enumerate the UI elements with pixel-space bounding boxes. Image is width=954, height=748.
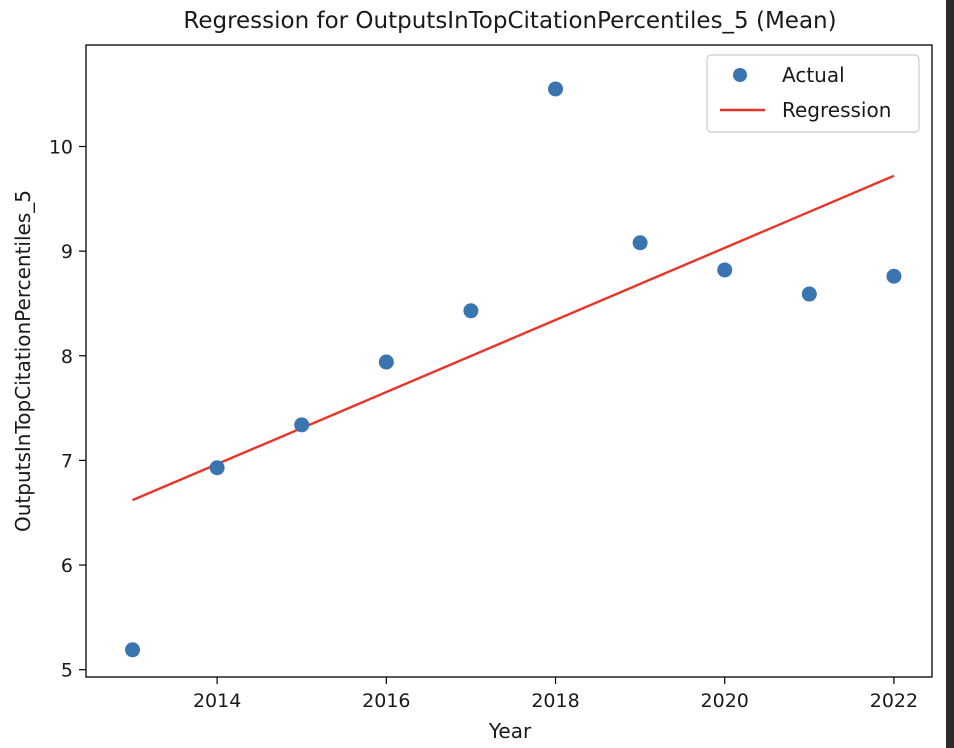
x-tick-label: 2020: [701, 690, 749, 712]
y-tick-label: 7: [61, 450, 73, 472]
y-tick-label: 9: [61, 241, 73, 263]
data-point: [378, 354, 394, 370]
data-point: [125, 642, 141, 658]
data-point: [886, 268, 902, 284]
legend-box: [706, 54, 920, 133]
chart-title: Regression for OutputsInTopCitationPerce…: [183, 8, 836, 34]
x-tick-label: 2014: [193, 690, 241, 712]
data-point: [717, 262, 733, 278]
data-point: [632, 235, 648, 251]
y-axis-label: OutputsInTopCitationPercentiles_5: [11, 190, 35, 532]
y-axis: 5 6 7 8 9 10: [49, 136, 86, 682]
y-tick-label: 5: [61, 660, 73, 682]
legend: Actual Regression: [706, 54, 920, 133]
data-point: [801, 286, 817, 302]
window-edge: [946, 0, 954, 748]
data-point: [209, 460, 225, 476]
x-tick-label: 2022: [870, 690, 918, 712]
regression-line: [132, 174, 895, 502]
data-point: [463, 303, 479, 319]
actual-series: [125, 81, 902, 658]
legend-marker-actual: [733, 68, 747, 82]
y-tick-label: 8: [61, 346, 73, 368]
x-tick-label: 2018: [531, 690, 579, 712]
data-point: [294, 417, 310, 433]
regression-series: [132, 174, 895, 502]
y-tick-label: 10: [49, 136, 73, 158]
x-axis-label: Year: [488, 719, 532, 743]
x-tick-label: 2016: [362, 690, 410, 712]
y-tick-label: 6: [61, 555, 73, 577]
x-axis: 2014 2016 2018 2020 2022: [193, 677, 918, 712]
data-point: [548, 81, 564, 97]
legend-label-actual: Actual: [782, 63, 845, 87]
plot-area: [85, 44, 933, 678]
legend-label-regression: Regression: [782, 98, 891, 122]
